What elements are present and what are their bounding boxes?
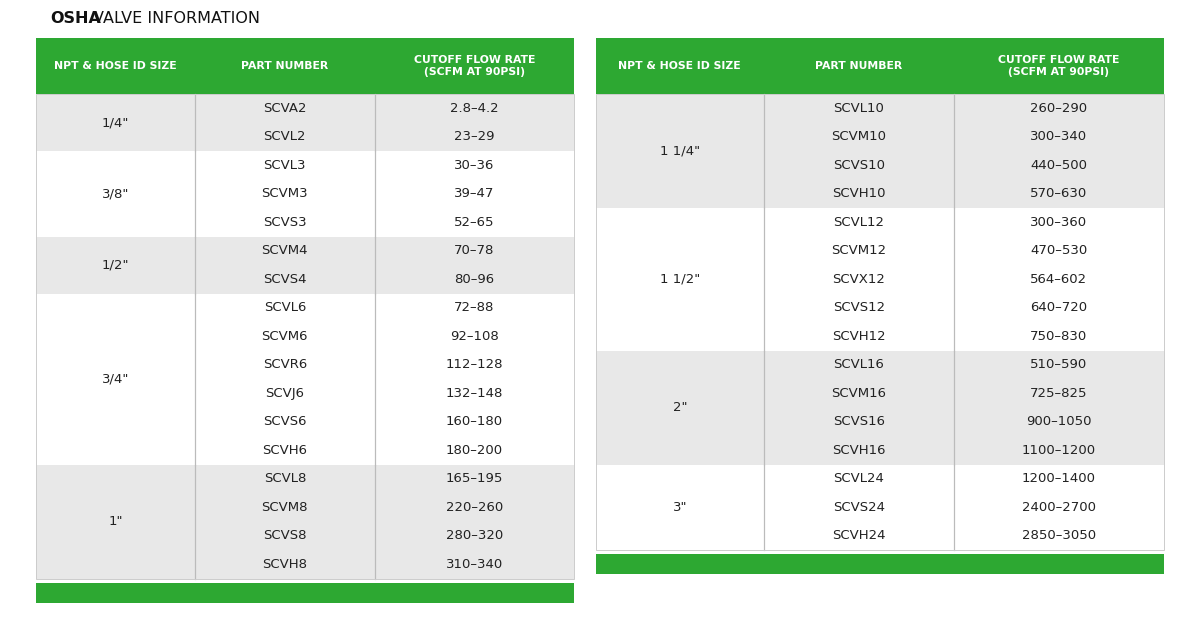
Text: SCVS8: SCVS8 [263,529,306,542]
Text: 470–530: 470–530 [1031,244,1087,257]
Text: OSHA: OSHA [50,10,101,26]
Bar [596,94,1164,208]
Text: SCVH16: SCVH16 [832,444,886,457]
Text: PART NUMBER: PART NUMBER [815,61,902,71]
Text: SCVX12: SCVX12 [833,273,886,286]
Text: NPT & HOSE ID SIZE: NPT & HOSE ID SIZE [618,61,742,71]
Text: 39–47: 39–47 [455,187,494,200]
Bar [36,583,574,603]
Text: SCVH8: SCVH8 [263,558,307,571]
Bar [36,464,574,578]
Text: SCVS6: SCVS6 [263,415,306,428]
Text: 132–148: 132–148 [445,387,503,400]
Text: 3/4": 3/4" [102,372,130,386]
Text: SCVS12: SCVS12 [833,301,884,314]
Text: 1": 1" [108,515,122,528]
Text: NPT & HOSE ID SIZE: NPT & HOSE ID SIZE [54,61,176,71]
Text: SCVL24: SCVL24 [833,472,884,485]
Bar [36,151,574,236]
Bar [36,236,574,294]
Text: 1/4": 1/4" [102,116,130,129]
Bar [36,94,574,578]
Text: SCVM8: SCVM8 [262,501,308,514]
Text: 260–290: 260–290 [1031,102,1087,115]
Text: SCVM12: SCVM12 [832,244,887,257]
Text: 300–340: 300–340 [1031,130,1087,143]
Text: PART NUMBER: PART NUMBER [241,61,329,71]
Text: SCVL2: SCVL2 [264,130,306,143]
Text: 3": 3" [672,501,688,514]
Text: SCVJ6: SCVJ6 [265,387,305,400]
Text: SCVH12: SCVH12 [832,330,886,343]
Text: 280–320: 280–320 [446,529,503,542]
Text: 300–360: 300–360 [1031,216,1087,229]
Bar [596,38,1164,94]
Text: SCVM3: SCVM3 [262,187,308,200]
Text: 440–500: 440–500 [1031,159,1087,172]
Bar [596,208,1164,350]
Text: 2.8–4.2: 2.8–4.2 [450,102,499,115]
Text: 30–36: 30–36 [455,159,494,172]
Text: SCVL10: SCVL10 [833,102,884,115]
Text: 2850–3050: 2850–3050 [1022,529,1096,542]
Text: SCVM4: SCVM4 [262,244,308,257]
Text: 72–88: 72–88 [455,301,494,314]
Text: 750–830: 750–830 [1031,330,1087,343]
Text: SCVH10: SCVH10 [832,187,886,200]
Text: 1200–1400: 1200–1400 [1022,472,1096,485]
Text: 900–1050: 900–1050 [1026,415,1092,428]
Text: VALVE INFORMATION: VALVE INFORMATION [94,10,260,26]
Text: 70–78: 70–78 [455,244,494,257]
Text: 570–630: 570–630 [1031,187,1087,200]
Text: SCVM10: SCVM10 [832,130,886,143]
Text: 1/2": 1/2" [102,258,130,272]
Text: 1 1/4": 1 1/4" [660,144,700,158]
Text: SCVS3: SCVS3 [263,216,307,229]
Text: 2400–2700: 2400–2700 [1022,501,1096,514]
Text: 510–590: 510–590 [1031,358,1087,371]
Text: SCVH6: SCVH6 [263,444,307,457]
Bar [596,350,1164,464]
Bar [36,94,574,151]
Bar [596,94,1164,550]
Text: 52–65: 52–65 [455,216,494,229]
Text: SCVL6: SCVL6 [264,301,306,314]
Text: SCVL16: SCVL16 [833,358,884,371]
Text: SCVA2: SCVA2 [263,102,306,115]
Text: CUTOFF FLOW RATE
(SCFM AT 90PSI): CUTOFF FLOW RATE (SCFM AT 90PSI) [414,55,535,77]
Text: SCVS10: SCVS10 [833,159,884,172]
Text: 640–720: 640–720 [1031,301,1087,314]
Text: 165–195: 165–195 [445,472,503,485]
Text: 310–340: 310–340 [446,558,503,571]
Bar [596,554,1164,574]
Text: 180–200: 180–200 [446,444,503,457]
Text: 160–180: 160–180 [446,415,503,428]
Text: 220–260: 220–260 [446,501,503,514]
Bar [596,464,1164,550]
Text: SCVM6: SCVM6 [262,330,308,343]
Text: 1100–1200: 1100–1200 [1022,444,1096,457]
Text: SCVL3: SCVL3 [264,159,306,172]
Text: SCVR6: SCVR6 [263,358,307,371]
Text: SCVM16: SCVM16 [832,387,886,400]
Text: SCVL8: SCVL8 [264,472,306,485]
Text: 92–108: 92–108 [450,330,499,343]
Text: 1 1/2": 1 1/2" [660,273,700,286]
Text: 3/8": 3/8" [102,187,130,200]
Text: 23–29: 23–29 [455,130,494,143]
Text: 2": 2" [672,401,688,414]
Text: SCVS24: SCVS24 [833,501,884,514]
Text: SCVL12: SCVL12 [833,216,884,229]
Text: SCVH24: SCVH24 [832,529,886,542]
Text: 564–602: 564–602 [1031,273,1087,286]
Bar [36,294,574,464]
Text: 112–128: 112–128 [445,358,503,371]
Text: CUTOFF FLOW RATE
(SCFM AT 90PSI): CUTOFF FLOW RATE (SCFM AT 90PSI) [998,55,1120,77]
Text: SCVS4: SCVS4 [263,273,306,286]
Bar [36,38,574,94]
Text: 725–825: 725–825 [1030,387,1087,400]
Text: SCVS16: SCVS16 [833,415,884,428]
Text: 80–96: 80–96 [455,273,494,286]
